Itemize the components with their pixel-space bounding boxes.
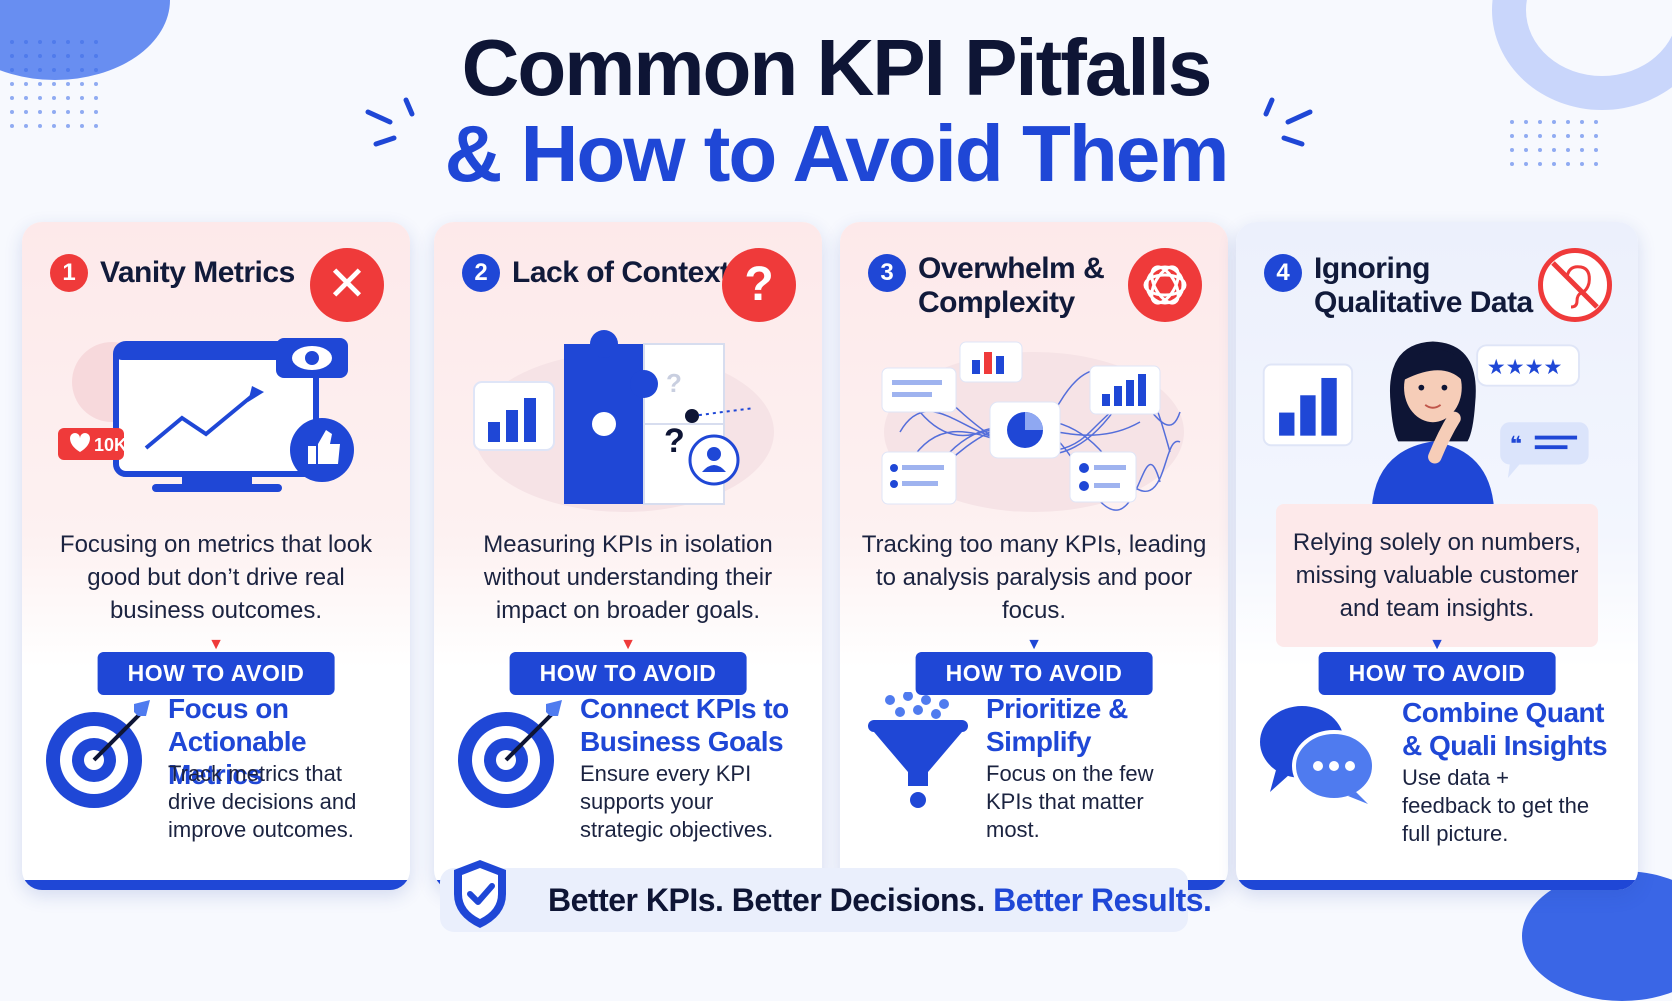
footer-tagline: Better KPIs. Better Decisions. Better Re…: [548, 882, 1212, 919]
card-title: Lack of Context: [512, 256, 730, 289]
card-description: Measuring KPIs in isolation without unde…: [483, 531, 773, 624]
pitfall-card-ignoring-qualitative: 4 Ignoring Qualitative Data ★★★★ ❝ Relyi…: [1236, 222, 1638, 890]
card-number-badge: 3: [868, 254, 906, 292]
sparkle-left-icon: [365, 97, 415, 147]
card-number-badge: 2: [462, 254, 500, 292]
decor-blob-bottom-right: [1522, 871, 1672, 1001]
pitfall-card-vanity-metrics: 1 Vanity Metrics ✕ 10K Focusing on metri…: [22, 222, 410, 890]
footer-banner: Better KPIs. Better Decisions. Better Re…: [440, 860, 1212, 932]
tangled-dashboards-illustration: [881, 341, 1184, 512]
target-icon: [46, 700, 150, 808]
how-to-avoid-label: HOW TO AVOID: [509, 652, 747, 695]
card-title: Ignoring Qualitative Data: [1314, 252, 1533, 319]
pitfall-card-overwhelm-complexity: 3 Overwhelm & Complexity: [840, 222, 1228, 890]
solution-description: Ensure every KPI supports your strategic…: [580, 761, 774, 842]
solution-title: Combine Quant & Quali Insights: [1402, 697, 1608, 761]
page-title: Common KPI Pitfalls: [461, 23, 1213, 112]
vanity-dashboard-illustration: 10K: [58, 338, 354, 492]
like-count: 10K: [94, 435, 127, 455]
card-description: Tracking too many KPIs, leading to analy…: [861, 531, 1207, 624]
card-description: Relying solely on numbers, missing valua…: [1276, 504, 1598, 647]
solution-title: Focus on Actionable Metrics: [168, 693, 307, 790]
no-listening-icon: [1538, 248, 1612, 322]
chevron-down-icon: ▼: [1026, 636, 1042, 653]
decor-dots-left: [10, 40, 108, 138]
tangle-glyph: [1143, 265, 1187, 305]
ear-glyph: [1551, 261, 1599, 309]
thinking-person-illustration: ★★★★ ❝: [1262, 341, 1589, 519]
page-subtitle: & How to Avoid Them: [444, 109, 1230, 198]
card-number-badge: 1: [50, 254, 88, 292]
solution-description: Focus on the few KPIs that matter most.: [986, 761, 1154, 842]
how-to-avoid-label: HOW TO AVOID: [915, 652, 1153, 695]
chevron-down-icon: ▼: [620, 636, 636, 653]
chevron-down-icon: ▼: [1429, 636, 1445, 653]
decor-dots-right: [1510, 120, 1608, 176]
solution-title: Connect KPIs to Business Goals: [580, 693, 789, 757]
puzzle-illustration: ? ?: [473, 330, 774, 512]
card-accent-bar: [1236, 880, 1638, 890]
tangle-icon: [1128, 248, 1202, 322]
card-title: Vanity Metrics: [100, 256, 295, 289]
footer-tagline-part2: Better Results.: [993, 882, 1212, 918]
funnel-icon: [868, 692, 968, 808]
quote-icon: ❝: [1510, 431, 1522, 456]
star-rating-icon: ★★★★: [1487, 354, 1563, 379]
solution-description: Use data + feedback to get the full pict…: [1402, 765, 1590, 846]
solution-title: Prioritize & Simplify: [986, 693, 1128, 757]
card-title: Overwhelm & Complexity: [918, 252, 1105, 319]
chevron-down-icon: ▼: [208, 636, 224, 653]
chat-bubbles-icon: [1260, 706, 1376, 804]
x-icon: ✕: [310, 248, 384, 322]
sparkle-right-icon: [1263, 97, 1313, 147]
footer-tagline-part1: Better KPIs. Better Decisions.: [548, 882, 985, 918]
pitfall-card-lack-of-context: 2 Lack of Context ? ? ? Measuring KPIs i…: [434, 222, 822, 890]
shield-check-icon: [454, 860, 506, 928]
question-icon: ?: [722, 248, 796, 322]
solution-description: Track metrics that drive decisions and i…: [168, 761, 357, 842]
how-to-avoid-label: HOW TO AVOID: [97, 652, 335, 695]
target-icon: [458, 700, 562, 808]
card-description: Focusing on metrics that look good but d…: [59, 531, 373, 624]
card-number-badge: 4: [1264, 254, 1302, 292]
card-accent-bar: [22, 880, 410, 890]
how-to-avoid-label: HOW TO AVOID: [1318, 652, 1556, 695]
svg-text:?: ?: [664, 422, 685, 460]
svg-text:?: ?: [666, 368, 682, 398]
